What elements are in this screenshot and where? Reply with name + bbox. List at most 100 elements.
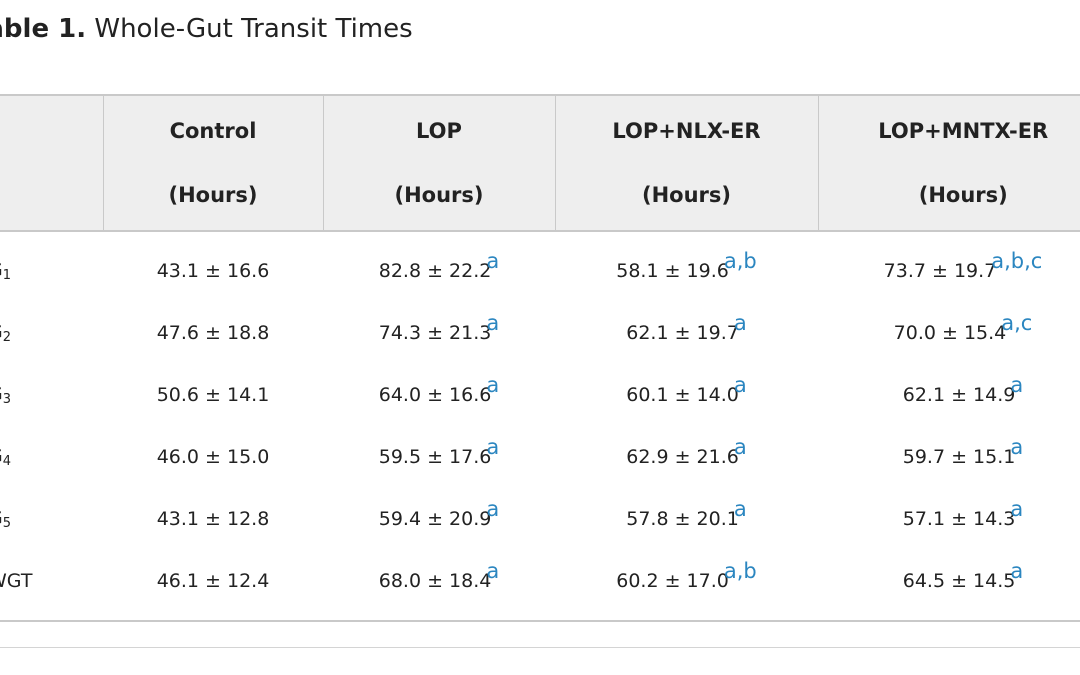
row-label-text: G xyxy=(0,259,3,281)
table-cell: 50.6 ± 14.1 xyxy=(103,364,323,426)
footnote-link[interactable]: a,b,c xyxy=(991,249,1043,273)
table-cell: 47.6 ± 18.8 xyxy=(103,302,323,364)
footnote-link[interactable]: a xyxy=(1010,497,1024,521)
row-label: G1 xyxy=(0,231,103,302)
row-label: WGT xyxy=(0,550,103,612)
table-cell: 70.0 ± 15.4a,c xyxy=(818,302,1080,364)
table-cell: 43.1 ± 16.6 xyxy=(103,231,323,302)
header-cell: LOP (Hours) xyxy=(322,94,555,232)
footnote-link[interactable]: a,c xyxy=(1001,311,1033,335)
footnote-link[interactable]: a xyxy=(733,435,747,459)
table-cell: 60.2 ± 17.0a,b xyxy=(555,550,818,612)
header-group-name: LOP+NLX-ER xyxy=(612,119,761,143)
table-cell: 46.0 ± 15.0 xyxy=(103,426,323,488)
row-label-subscript: 5 xyxy=(2,516,12,531)
cell-value: 58.1 ± 19.6 xyxy=(616,260,729,282)
cell-value: 82.8 ± 22.2 xyxy=(378,260,492,282)
table-cell: 64.5 ± 14.5a xyxy=(818,550,1080,612)
cell-value: 62.9 ± 21.6 xyxy=(626,446,739,468)
cell-value: 46.1 ± 12.4 xyxy=(156,570,270,592)
table-cell: 59.7 ± 15.1a xyxy=(818,426,1080,488)
header-cell: Control (Hours) xyxy=(102,94,323,232)
header-cell: LOP+MNTX-ER (Hours) xyxy=(817,94,1080,232)
row-label-subscript: 2 xyxy=(2,330,12,345)
row-label: G4 xyxy=(0,426,103,488)
table-cell: 58.1 ± 19.6a,b xyxy=(555,231,818,302)
table-cell: 43.1 ± 12.8 xyxy=(103,488,323,550)
header-unit: (Hours) xyxy=(394,183,484,207)
footnote-link[interactable]: a xyxy=(486,311,500,335)
table-cell: 62.1 ± 19.7a xyxy=(555,302,818,364)
cell-value: 43.1 ± 12.8 xyxy=(156,508,270,530)
cell-value: 64.5 ± 14.5 xyxy=(902,570,1016,592)
cell-value: 73.7 ± 19.7 xyxy=(883,260,997,282)
header-group-name: Control xyxy=(169,119,257,143)
table-cell: 64.0 ± 16.6a xyxy=(323,364,555,426)
table-cell: 59.5 ± 17.6a xyxy=(323,426,555,488)
footnote-link[interactable]: a xyxy=(486,373,500,397)
transit-times-table: Control (Hours) LOP (Hours) LOP+NLX-ER (Hours… xyxy=(0,94,1080,612)
header-group-name: LOP+MNTX-ER xyxy=(878,119,1049,143)
table-footer-rule xyxy=(0,647,1080,648)
table-cell: 73.7 ± 19.7a,b,c xyxy=(818,231,1080,302)
header-unit: (Hours) xyxy=(168,183,258,207)
cell-value: 62.1 ± 14.9 xyxy=(902,384,1016,406)
header-row-label-column xyxy=(0,94,103,232)
footnote-link[interactable]: a xyxy=(733,373,747,397)
footnote-link[interactable]: a xyxy=(1010,373,1024,397)
footnote-link[interactable]: a,b xyxy=(723,559,757,583)
cell-value: 62.1 ± 19.7 xyxy=(626,322,739,344)
table-cell: 74.3 ± 21.3a xyxy=(323,302,555,364)
cell-value: 68.0 ± 18.4 xyxy=(378,570,492,592)
table-caption-title: Whole-Gut Transit Times xyxy=(94,14,413,44)
table-container: Control (Hours) LOP (Hours) LOP+NLX-ER (Hours… xyxy=(0,94,1080,612)
footnote-link[interactable]: a xyxy=(733,497,747,521)
footnote-link[interactable]: a,b xyxy=(723,249,757,273)
footnote-link[interactable]: a xyxy=(486,435,500,459)
cell-value: 64.0 ± 16.6 xyxy=(378,384,492,406)
header-unit: (Hours) xyxy=(641,183,731,207)
table-cell: 57.8 ± 20.1a xyxy=(555,488,818,550)
row-label-subscript: 1 xyxy=(2,268,12,283)
table-caption-label: Table 1. xyxy=(0,14,87,44)
footnote-link[interactable]: a xyxy=(733,311,747,335)
cell-value: 47.6 ± 18.8 xyxy=(156,322,270,344)
cell-value: 74.3 ± 21.3 xyxy=(378,322,492,344)
table-cell: 62.9 ± 21.6a xyxy=(555,426,818,488)
table-cell: 82.8 ± 22.2a xyxy=(323,231,555,302)
row-label-text: G xyxy=(0,445,3,467)
table-bottom-rule xyxy=(0,620,1080,622)
cell-value: 60.2 ± 17.0 xyxy=(616,570,729,592)
row-label-text: G xyxy=(0,507,3,529)
cell-value: 59.4 ± 20.9 xyxy=(378,508,492,530)
header-unit: (Hours) xyxy=(918,183,1008,207)
table-caption: Table 1. Whole-Gut Transit Times xyxy=(0,14,413,44)
footnote-link[interactable]: a xyxy=(486,497,500,521)
footnote-link[interactable]: a xyxy=(486,559,500,583)
row-label: G3 xyxy=(0,364,103,426)
cell-value: 43.1 ± 16.6 xyxy=(156,260,270,282)
cell-value: 57.1 ± 14.3 xyxy=(902,508,1016,530)
cell-value: 59.7 ± 15.1 xyxy=(902,446,1016,468)
row-label: G2 xyxy=(0,302,103,364)
cell-value: 57.8 ± 20.1 xyxy=(626,508,739,530)
table-header-row: Control (Hours) LOP (Hours) LOP+NLX-ER (Hours… xyxy=(0,94,1080,232)
row-label-text: WGT xyxy=(0,570,33,592)
footnote-link[interactable]: a xyxy=(486,249,500,273)
cell-value: 60.1 ± 14.0 xyxy=(626,384,739,406)
row-label-text: G xyxy=(0,321,3,343)
footnote-link[interactable]: a xyxy=(1010,559,1024,583)
footnote-link[interactable]: a xyxy=(1010,435,1024,459)
table-cell: 68.0 ± 18.4a xyxy=(323,550,555,612)
header-group-name: LOP xyxy=(416,119,462,143)
row-label: G5 xyxy=(0,488,103,550)
table-cell: 60.1 ± 14.0a xyxy=(555,364,818,426)
row-label-subscript: 3 xyxy=(2,392,12,407)
